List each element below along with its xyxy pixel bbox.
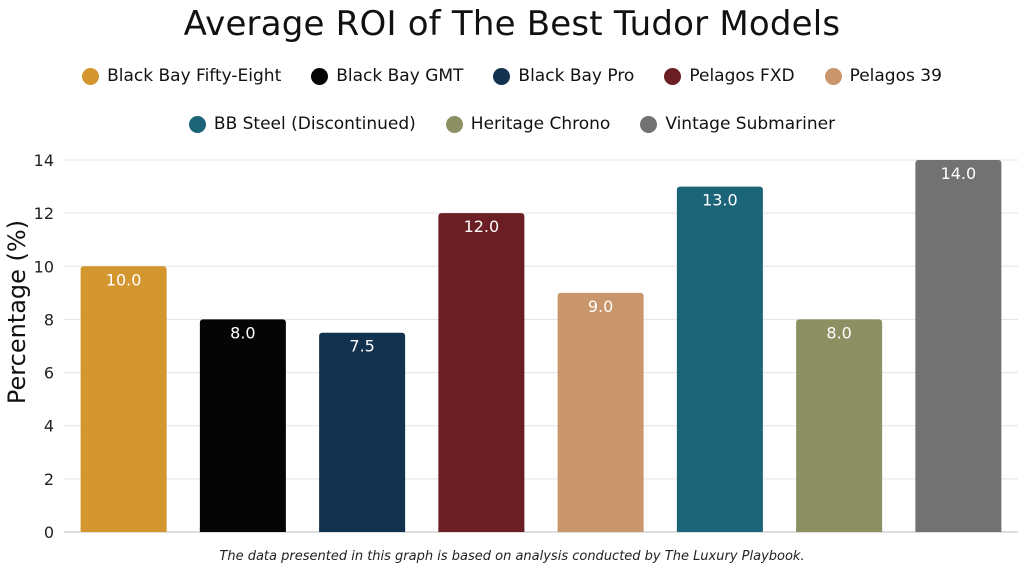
- data-label: 8.0: [230, 323, 255, 342]
- y-tick-label: 10: [34, 257, 54, 276]
- legend-label: Black Bay GMT: [336, 66, 464, 86]
- bar-base: [438, 528, 525, 532]
- legend-item: Black Bay Fifty-Eight: [82, 66, 281, 86]
- legend-row-2: BB Steel (Discontinued) Heritage Chrono …: [0, 114, 1024, 134]
- legend-swatch: [82, 67, 100, 85]
- bar-base: [915, 528, 1002, 532]
- data-label: 14.0: [941, 164, 977, 183]
- legend-item: BB Steel (Discontinued): [188, 114, 416, 134]
- legend-item: Pelagos FXD: [664, 66, 795, 86]
- data-label: 7.5: [349, 337, 374, 356]
- legend-label: Pelagos 39: [849, 66, 942, 86]
- bar-base: [319, 528, 406, 532]
- legend-swatch: [664, 67, 682, 85]
- bar-base: [557, 528, 644, 532]
- legend-item: Pelagos 39: [824, 66, 942, 86]
- bar: [915, 160, 1002, 532]
- bar: [319, 332, 406, 532]
- bar: [676, 186, 763, 533]
- y-tick-label: 8: [44, 310, 54, 329]
- chart-title: Average ROI of The Best Tudor Models: [183, 4, 841, 44]
- legend-item: Vintage Submariner: [640, 114, 835, 134]
- bar: [438, 213, 525, 532]
- legend-label: Vintage Submariner: [665, 114, 836, 134]
- legend-label: Pelagos FXD: [689, 66, 795, 86]
- legend-swatch: [640, 115, 658, 133]
- legend-item: Heritage Chrono: [445, 114, 611, 134]
- bar: [199, 319, 286, 532]
- source-footnote: The data presented in this graph is base…: [219, 549, 805, 564]
- y-tick-label: 6: [44, 364, 54, 383]
- data-label: 12.0: [464, 217, 500, 236]
- legend-label: Heritage Chrono: [470, 114, 611, 134]
- data-label: 8.0: [826, 323, 851, 342]
- legend-label: Black Bay Pro: [518, 66, 635, 86]
- y-tick-label: 4: [44, 417, 54, 436]
- bar: [80, 266, 167, 532]
- bar-base: [80, 528, 167, 532]
- legend-swatch: [311, 67, 329, 85]
- data-label: 10.0: [106, 270, 142, 289]
- y-tick-label: 2: [44, 470, 54, 489]
- y-tick-label: 14: [34, 151, 54, 170]
- legend-row-1: Black Bay Fifty-Eight Black Bay GMT Blac…: [0, 66, 1024, 86]
- y-tick-label: 0: [44, 523, 54, 542]
- legend-item: Black Bay GMT: [311, 66, 463, 86]
- legend-swatch: [445, 115, 463, 133]
- bar: [796, 319, 883, 532]
- legend-swatch: [188, 115, 206, 133]
- legend-swatch: [493, 67, 511, 85]
- y-tick-label: 12: [34, 204, 54, 223]
- legend-label: BB Steel (Discontinued): [213, 114, 416, 134]
- legend-swatch: [824, 67, 842, 85]
- legend-label: Black Bay Fifty-Eight: [107, 66, 282, 86]
- data-label: 13.0: [702, 191, 738, 210]
- data-label: 9.0: [588, 297, 613, 316]
- bar-base: [676, 528, 763, 532]
- legend-item: Black Bay Pro: [493, 66, 634, 86]
- bar: [557, 292, 644, 532]
- bar-base: [199, 528, 286, 532]
- bar-base: [796, 528, 883, 532]
